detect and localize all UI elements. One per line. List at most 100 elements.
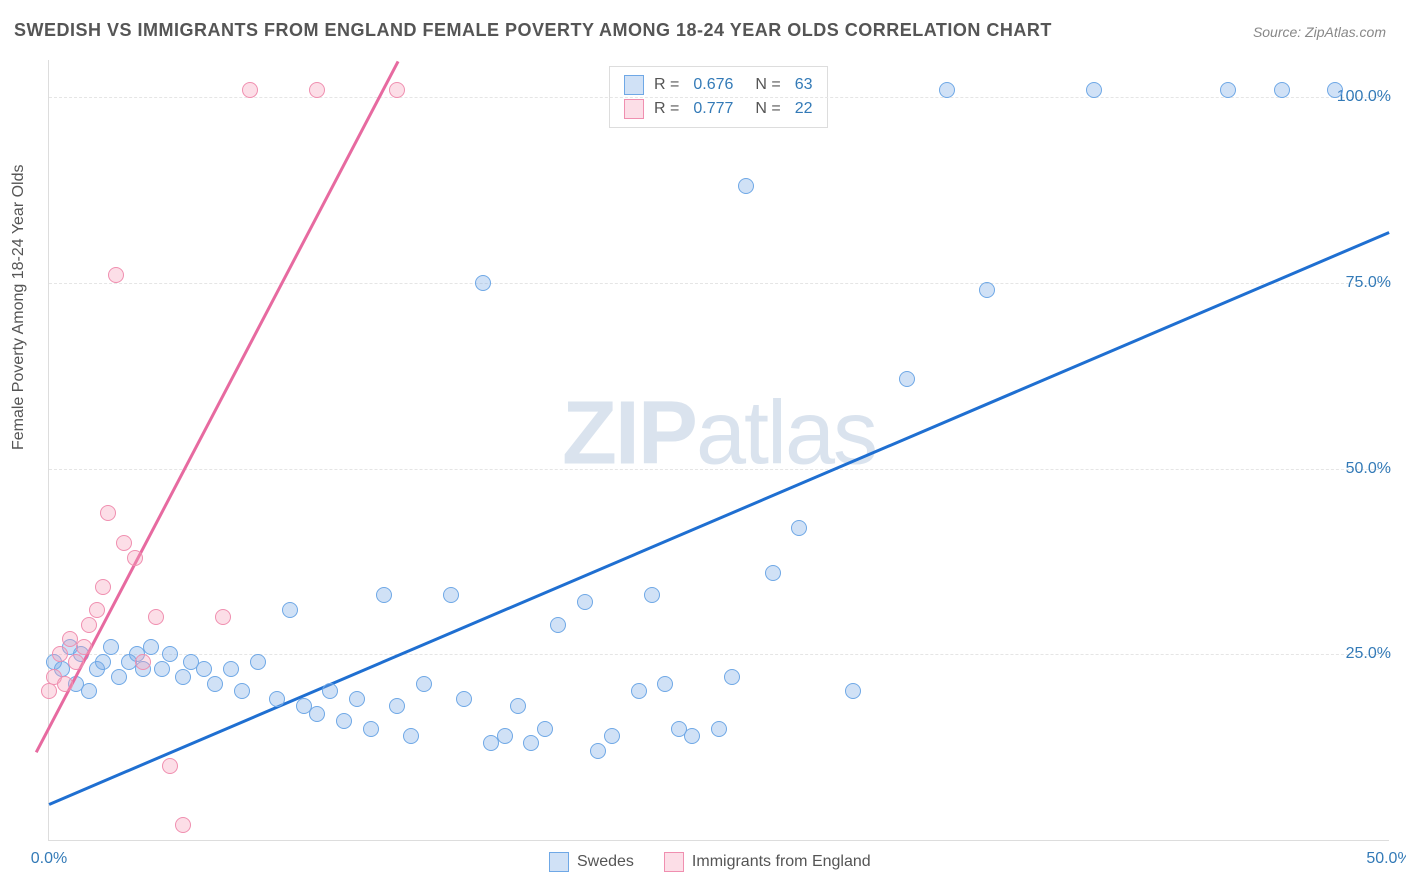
data-point — [349, 691, 365, 707]
data-point — [376, 587, 392, 603]
data-point — [68, 654, 84, 670]
gridline — [49, 283, 1389, 284]
data-point — [250, 654, 266, 670]
data-point — [322, 683, 338, 699]
data-point — [95, 579, 111, 595]
y-tick-label: 25.0% — [1338, 645, 1391, 663]
data-point — [1327, 82, 1343, 98]
data-point — [108, 267, 124, 283]
data-point — [416, 676, 432, 692]
data-point — [403, 728, 419, 744]
legend-label-england: Immigrants from England — [692, 853, 871, 871]
data-point — [223, 661, 239, 677]
data-point — [363, 721, 379, 737]
y-tick-label: 50.0% — [1338, 460, 1391, 478]
data-point — [510, 698, 526, 714]
chart-container: SWEDISH VS IMMIGRANTS FROM ENGLAND FEMAL… — [0, 0, 1406, 892]
data-point — [282, 602, 298, 618]
swatch-england-icon — [664, 852, 684, 872]
data-point — [196, 661, 212, 677]
data-point — [899, 371, 915, 387]
data-point — [738, 178, 754, 194]
data-point — [389, 82, 405, 98]
data-point — [76, 639, 92, 655]
data-point — [724, 669, 740, 685]
data-point — [269, 691, 285, 707]
chart-title: SWEDISH VS IMMIGRANTS FROM ENGLAND FEMAL… — [14, 20, 1052, 41]
data-point — [175, 817, 191, 833]
data-point — [475, 275, 491, 291]
data-point — [81, 617, 97, 633]
gridline — [49, 654, 1389, 655]
data-point — [590, 743, 606, 759]
data-point — [497, 728, 513, 744]
trend-line — [49, 231, 1390, 805]
data-point — [162, 646, 178, 662]
series-legend: Swedes Immigrants from England — [549, 852, 871, 872]
data-point — [57, 676, 73, 692]
legend-row-england: R = 0.777 N = 22 — [624, 97, 813, 121]
data-point — [1086, 82, 1102, 98]
data-point — [684, 728, 700, 744]
data-point — [81, 683, 97, 699]
data-point — [644, 587, 660, 603]
data-point — [207, 676, 223, 692]
data-point — [577, 594, 593, 610]
data-point — [765, 565, 781, 581]
data-point — [389, 698, 405, 714]
data-point — [135, 654, 151, 670]
data-point — [657, 676, 673, 692]
data-point — [111, 669, 127, 685]
r-value-swedes: 0.676 — [693, 73, 733, 97]
data-point — [143, 639, 159, 655]
data-point — [1220, 82, 1236, 98]
data-point — [443, 587, 459, 603]
data-point — [979, 282, 995, 298]
data-point — [116, 535, 132, 551]
data-point — [162, 758, 178, 774]
data-point — [95, 654, 111, 670]
n-value-england: 22 — [795, 97, 813, 121]
y-tick-label: 75.0% — [1338, 274, 1391, 292]
data-point — [604, 728, 620, 744]
legend-item-swedes: Swedes — [549, 852, 634, 872]
data-point — [127, 550, 143, 566]
data-point — [103, 639, 119, 655]
source-label: Source: ZipAtlas.com — [1253, 24, 1386, 40]
n-value-swedes: 63 — [795, 73, 813, 97]
data-point — [1274, 82, 1290, 98]
plot-area: ZIPatlas R = 0.676 N = 63 R = 0.777 N = … — [48, 60, 1389, 841]
data-point — [89, 602, 105, 618]
data-point — [309, 706, 325, 722]
legend-label-swedes: Swedes — [577, 853, 634, 871]
data-point — [456, 691, 472, 707]
legend-row-swedes: R = 0.676 N = 63 — [624, 73, 813, 97]
data-point — [41, 683, 57, 699]
x-tick-label: 50.0% — [1366, 850, 1406, 868]
data-point — [242, 82, 258, 98]
data-point — [148, 609, 164, 625]
data-point — [939, 82, 955, 98]
swatch-swedes-icon — [549, 852, 569, 872]
swatch-swedes — [624, 75, 644, 95]
data-point — [631, 683, 647, 699]
data-point — [234, 683, 250, 699]
data-point — [550, 617, 566, 633]
data-point — [791, 520, 807, 536]
r-value-england: 0.777 — [693, 97, 733, 121]
data-point — [523, 735, 539, 751]
y-axis-label: Female Poverty Among 18-24 Year Olds — [10, 165, 28, 451]
data-point — [309, 82, 325, 98]
data-point — [100, 505, 116, 521]
data-point — [154, 661, 170, 677]
data-point — [175, 669, 191, 685]
gridline — [49, 469, 1389, 470]
x-tick-label: 0.0% — [31, 850, 67, 868]
data-point — [537, 721, 553, 737]
data-point — [845, 683, 861, 699]
legend-item-england: Immigrants from England — [664, 852, 871, 872]
data-point — [52, 646, 68, 662]
swatch-england — [624, 99, 644, 119]
data-point — [215, 609, 231, 625]
data-point — [336, 713, 352, 729]
